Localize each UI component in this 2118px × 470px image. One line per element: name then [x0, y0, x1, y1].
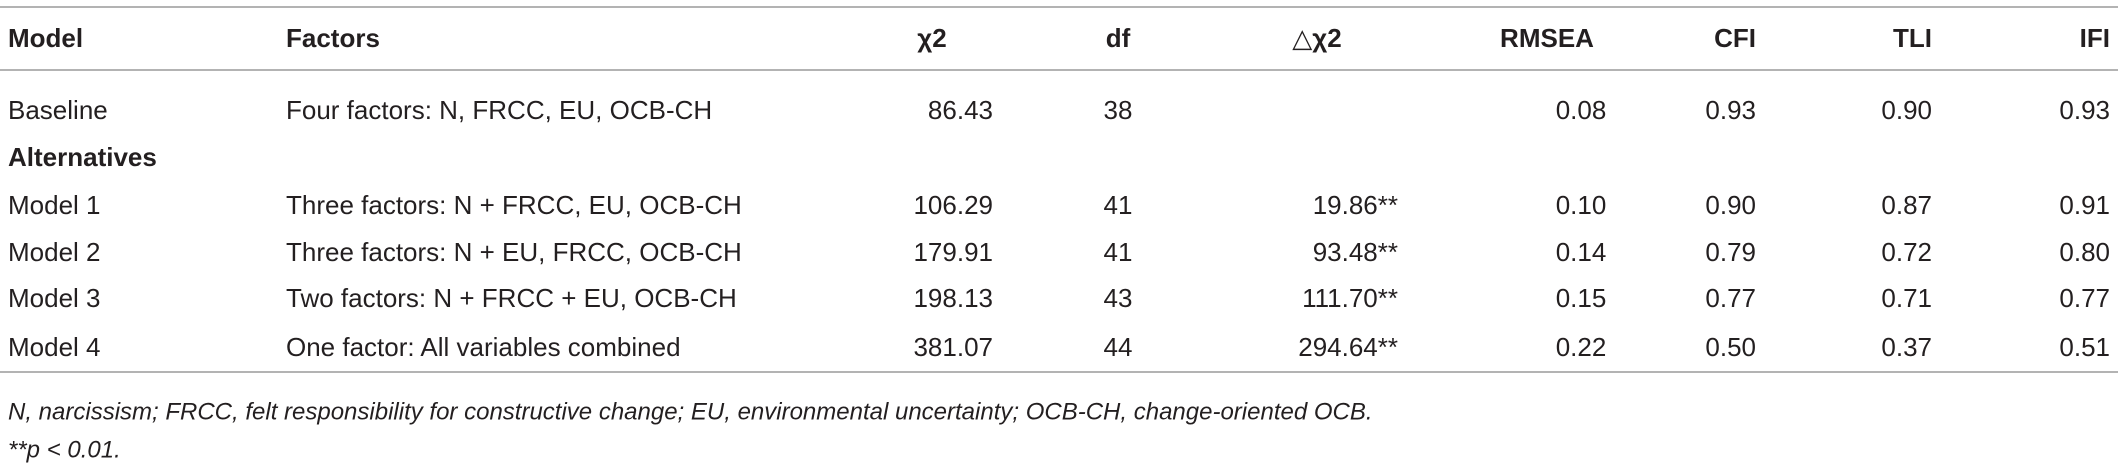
- column-header: Factors: [286, 23, 380, 53]
- table-cell: 0.50: [1705, 332, 1756, 362]
- table-cell: Two factors: N + FRCC + EU, OCB-CH: [286, 283, 737, 313]
- table-cell: 93.48**: [1313, 237, 1398, 267]
- table-cell: 0.79: [1705, 237, 1756, 267]
- table-cell: Model 1: [8, 190, 101, 220]
- footnote: N, narcissism; FRCC, felt responsibility…: [8, 398, 1373, 425]
- table-cell: Four factors: N, FRCC, EU, OCB-CH: [286, 95, 712, 125]
- column-header: RMSEA: [1500, 23, 1594, 53]
- column-header: △χ2: [1292, 23, 1341, 53]
- table-cell: 86.43: [928, 95, 993, 125]
- table-cell: One factor: All variables combined: [286, 332, 681, 362]
- table-cell: 0.90: [1705, 190, 1756, 220]
- table-cell: 19.86**: [1313, 190, 1398, 220]
- table-cell: Three factors: N + EU, FRCC, OCB-CH: [286, 237, 742, 267]
- table-cell: 0.22: [1556, 332, 1607, 362]
- section-label: Alternatives: [8, 142, 157, 172]
- column-header: Model: [8, 23, 83, 53]
- table-cell: 0.80: [2059, 237, 2110, 267]
- column-header: CFI: [1714, 23, 1756, 53]
- column-header: df: [1106, 23, 1131, 53]
- table-cell: 0.77: [1705, 283, 1756, 313]
- table-cell: 0.15: [1556, 283, 1607, 313]
- table-cell: 0.71: [1881, 283, 1932, 313]
- table-cell: 0.72: [1881, 237, 1932, 267]
- table-cell: 0.77: [2059, 283, 2110, 313]
- table-cell: 294.64**: [1298, 332, 1398, 362]
- column-header: χ2: [917, 23, 946, 53]
- table-cell: 0.14: [1556, 237, 1607, 267]
- table-cell: 0.93: [2059, 95, 2110, 125]
- table-cell: 41: [1104, 237, 1133, 267]
- table-cell: Model 2: [8, 237, 101, 267]
- table-cell: 0.87: [1881, 190, 1932, 220]
- table-cell: 38: [1104, 95, 1133, 125]
- table-cell: 0.93: [1705, 95, 1756, 125]
- table-cell: 0.51: [2059, 332, 2110, 362]
- table-cell: 0.10: [1556, 190, 1607, 220]
- table-cell: Three factors: N + FRCC, EU, OCB-CH: [286, 190, 742, 220]
- column-header: IFI: [2080, 23, 2110, 53]
- table-cell: Baseline: [8, 95, 108, 125]
- table-cell: 106.29: [913, 190, 993, 220]
- column-header: TLI: [1893, 23, 1932, 53]
- table-cell: 43: [1104, 283, 1133, 313]
- table-cell: 44: [1104, 332, 1133, 362]
- table-cell: 198.13: [913, 283, 993, 313]
- table-cell: 0.08: [1556, 95, 1607, 125]
- table-cell: 0.37: [1881, 332, 1932, 362]
- table-cell: 0.91: [2059, 190, 2110, 220]
- table-cell: 179.91: [913, 237, 993, 267]
- table-cell: 0.90: [1881, 95, 1932, 125]
- table-cell: 41: [1104, 190, 1133, 220]
- table-cell: 381.07: [913, 332, 993, 362]
- table-cell: Model 3: [8, 283, 101, 313]
- footnote: **p < 0.01.: [8, 436, 121, 463]
- table-cell: 111.70**: [1302, 283, 1398, 313]
- table-cell: Model 4: [8, 332, 101, 362]
